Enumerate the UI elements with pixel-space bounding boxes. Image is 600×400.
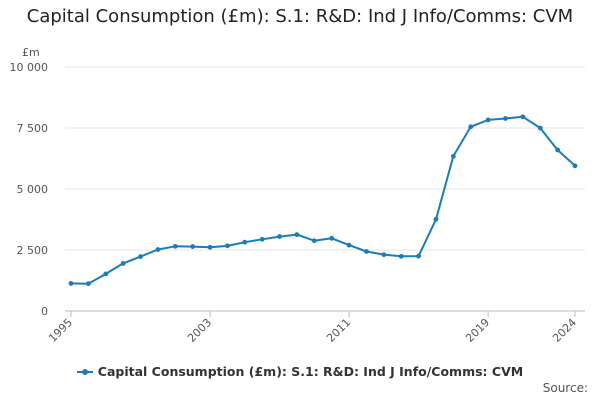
- y-tick-label: 10 000: [10, 61, 49, 74]
- data-point: [468, 124, 474, 130]
- data-point: [311, 238, 317, 244]
- y-tick-label: 0: [41, 305, 48, 318]
- legend[interactable]: Capital Consumption (£m): S.1: R&D: Ind …: [0, 364, 600, 379]
- series-group: [68, 114, 578, 287]
- y-tick-label: 7 500: [17, 122, 49, 135]
- source-label: Source:: [542, 381, 588, 395]
- data-point: [190, 244, 196, 249]
- data-point: [520, 114, 526, 120]
- gridlines: [65, 66, 585, 312]
- legend-swatch-icon: [76, 367, 93, 377]
- data-point: [398, 253, 404, 259]
- data-point: [329, 235, 335, 241]
- x-axis-ticks: 1995 2003 2011 2019 2024: [46, 311, 579, 345]
- data-point: [450, 153, 456, 159]
- data-point: [120, 261, 126, 266]
- data-point: [485, 117, 491, 123]
- data-point: [85, 281, 91, 287]
- data-point: [277, 234, 282, 239]
- x-tick-label: 2024: [550, 316, 579, 345]
- data-point: [537, 125, 543, 131]
- y-tick-label: 5 000: [17, 183, 49, 196]
- y-axis-ticks: 0 2 500 5 000 7 500 10 000: [10, 61, 49, 318]
- legend-label: Capital Consumption (£m): S.1: R&D: Ind …: [97, 364, 524, 379]
- data-point: [225, 243, 230, 249]
- series-line: [70, 115, 576, 285]
- x-tick-label: 2019: [463, 316, 492, 345]
- x-tick-label: 2003: [185, 316, 214, 345]
- x-tick-label: 1995: [46, 316, 75, 345]
- data-point: [294, 232, 300, 238]
- data-point: [259, 236, 265, 242]
- data-point: [555, 147, 561, 153]
- data-point: [242, 239, 248, 245]
- data-point: [433, 216, 439, 222]
- data-point: [155, 247, 161, 252]
- data-point: [381, 252, 387, 258]
- data-point: [207, 244, 213, 250]
- y-tick-label: 2 500: [17, 244, 49, 257]
- data-point: [364, 249, 369, 254]
- data-point: [103, 271, 109, 277]
- data-point: [68, 281, 74, 286]
- data-point: [346, 242, 352, 248]
- chart-title: Capital Consumption (£m): S.1: R&D: Ind …: [26, 6, 574, 27]
- y-axis-unit-label: £m: [22, 46, 40, 59]
- x-tick-label: 2011: [324, 316, 353, 345]
- data-point: [172, 243, 178, 249]
- data-point: [416, 253, 421, 259]
- data-point: [503, 116, 508, 121]
- data-point: [572, 163, 578, 169]
- data-point: [138, 254, 143, 259]
